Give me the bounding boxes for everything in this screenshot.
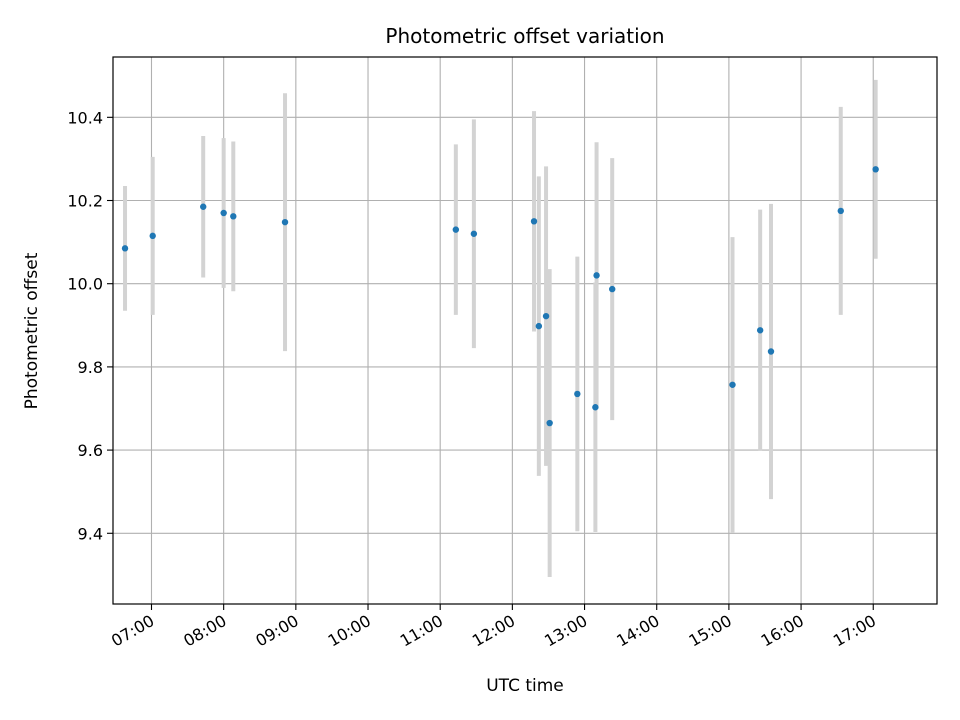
data-point xyxy=(220,209,227,217)
x-tick-label: 09:00 xyxy=(252,611,301,651)
data-point xyxy=(542,312,550,320)
data-point xyxy=(530,218,538,225)
y-tick-label: 10.4 xyxy=(67,108,103,127)
data-point xyxy=(593,272,600,279)
x-axis: 07:00 08:00 09:00 10:00 11:00 12:00 13:00 14:00… xyxy=(108,604,879,651)
x-tick-label: 13:00 xyxy=(541,611,590,651)
y-tick-label: 9.6 xyxy=(78,441,103,460)
x-tick-label: 12:00 xyxy=(469,611,518,651)
data-point xyxy=(872,166,879,173)
x-tick-label: 16:00 xyxy=(758,611,807,651)
data-points xyxy=(121,166,879,427)
y-axis-label: Photometric offset xyxy=(22,252,42,409)
x-tick-label: 15:00 xyxy=(685,611,734,651)
data-point xyxy=(281,218,289,226)
y-tick-label: 9.8 xyxy=(78,358,103,377)
chart-title: Photometric offset variation xyxy=(385,24,664,48)
data-point xyxy=(592,404,599,411)
data-point xyxy=(230,213,237,220)
grid xyxy=(113,57,937,604)
x-tick-label: 17:00 xyxy=(830,611,879,651)
y-tick-label: 10.2 xyxy=(67,192,103,211)
x-tick-label: 08:00 xyxy=(180,611,229,651)
data-point xyxy=(767,348,775,355)
data-point xyxy=(609,285,616,293)
x-tick-label: 11:00 xyxy=(397,611,446,651)
data-point xyxy=(546,419,553,427)
y-axis: 9.4 9.6 9.8 10.0 10.2 10.4 xyxy=(67,108,113,543)
x-axis-label: UTC time xyxy=(486,676,564,696)
data-point xyxy=(729,381,736,388)
data-point xyxy=(470,230,478,237)
data-point xyxy=(574,390,581,398)
data-point xyxy=(535,322,543,330)
data-point xyxy=(452,226,460,233)
y-tick-label: 9.4 xyxy=(78,524,103,543)
x-tick-label: 10:00 xyxy=(325,611,374,651)
data-point xyxy=(837,207,844,215)
data-point xyxy=(756,327,764,334)
data-point xyxy=(200,203,207,210)
plot-frame xyxy=(112,56,938,605)
x-tick-label: 07:00 xyxy=(108,611,157,651)
x-tick-label: 14:00 xyxy=(613,611,662,651)
y-tick-label: 10.0 xyxy=(67,275,103,294)
data-point xyxy=(121,245,129,252)
error-bars xyxy=(123,79,878,577)
data-point xyxy=(149,232,156,240)
